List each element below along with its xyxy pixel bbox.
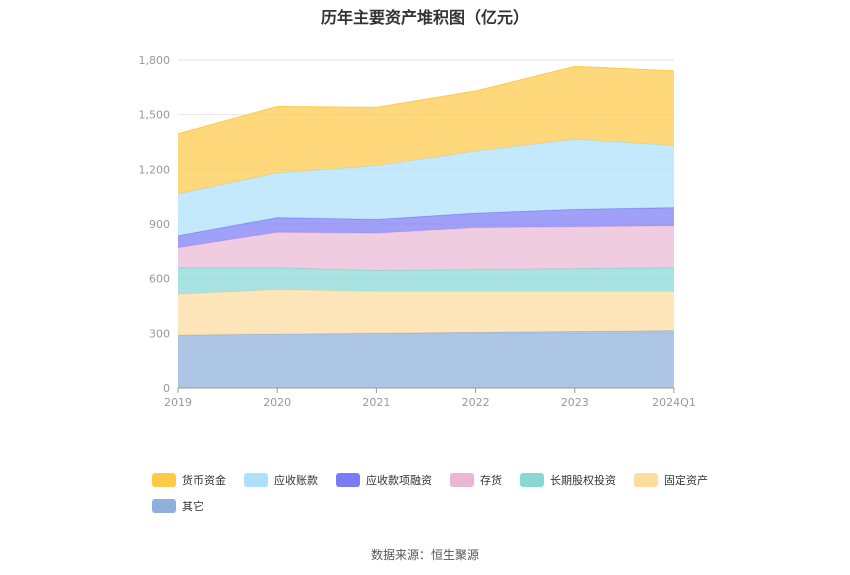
y-tick-label: 1,800 <box>139 54 171 67</box>
area-series <box>178 330 674 388</box>
legend-item[interactable]: 长期股权投资 <box>520 470 616 490</box>
area-series <box>178 207 674 248</box>
y-tick-label: 600 <box>149 273 170 286</box>
legend: 货币资金 应收账款 应收款项融资 存货 长期股权投资 固定资产其它 <box>152 470 732 516</box>
legend-item[interactable]: 货币资金 <box>152 470 226 490</box>
y-tick-label: 300 <box>149 327 170 340</box>
legend-label: 其它 <box>182 500 204 513</box>
legend-item[interactable]: 其它 <box>152 496 204 516</box>
legend-swatch <box>336 473 360 487</box>
x-tick-label: 2023 <box>561 396 589 409</box>
chart-title: 历年主要资产堆积图（亿元） <box>320 8 529 27</box>
legend-swatch <box>520 473 544 487</box>
y-tick-label: 900 <box>149 218 170 231</box>
area-series-edge <box>177 65 675 135</box>
x-tick-label: 2021 <box>362 396 390 409</box>
legend-label: 应收款项融资 <box>366 474 432 487</box>
x-tick-label: 2024Q1 <box>652 396 696 409</box>
y-tick-label: 0 <box>163 382 170 395</box>
x-tick-label: 2019 <box>164 396 192 409</box>
area-series <box>178 139 674 236</box>
stacked-area-chart: 0 300 600 900 1,200 1,500 1,800 2019 2020 2021 202… <box>139 54 696 409</box>
area-series <box>178 66 674 194</box>
area-series-layer <box>177 65 675 388</box>
legend-swatch <box>450 473 474 487</box>
legend-label: 应收账款 <box>274 474 318 487</box>
area-series <box>178 267 674 295</box>
legend-label: 货币资金 <box>182 474 226 487</box>
x-tick-label: 2022 <box>462 396 490 409</box>
x-tick-label: 2020 <box>263 396 291 409</box>
source-note: 数据来源：恒生聚源 <box>370 548 479 562</box>
legend-label: 长期股权投资 <box>550 474 616 487</box>
area-series <box>178 289 674 336</box>
y-tick-label: 1,500 <box>139 109 171 122</box>
legend-item[interactable]: 存货 <box>450 470 502 490</box>
axes: 0 300 600 900 1,200 1,500 1,800 2019 2020 2021 202… <box>139 54 696 409</box>
legend-swatch <box>152 499 176 513</box>
legend-label: 存货 <box>480 474 502 487</box>
legend-item[interactable]: 应收账款 <box>244 470 318 490</box>
legend-item[interactable]: 应收款项融资 <box>336 470 432 490</box>
legend-swatch <box>634 473 658 487</box>
y-tick-label: 1,200 <box>139 163 171 176</box>
legend-item[interactable]: 固定资产 <box>634 470 708 490</box>
legend-swatch <box>244 473 268 487</box>
area-series <box>178 225 674 271</box>
legend-swatch <box>152 473 176 487</box>
legend-label: 固定资产 <box>664 474 708 487</box>
